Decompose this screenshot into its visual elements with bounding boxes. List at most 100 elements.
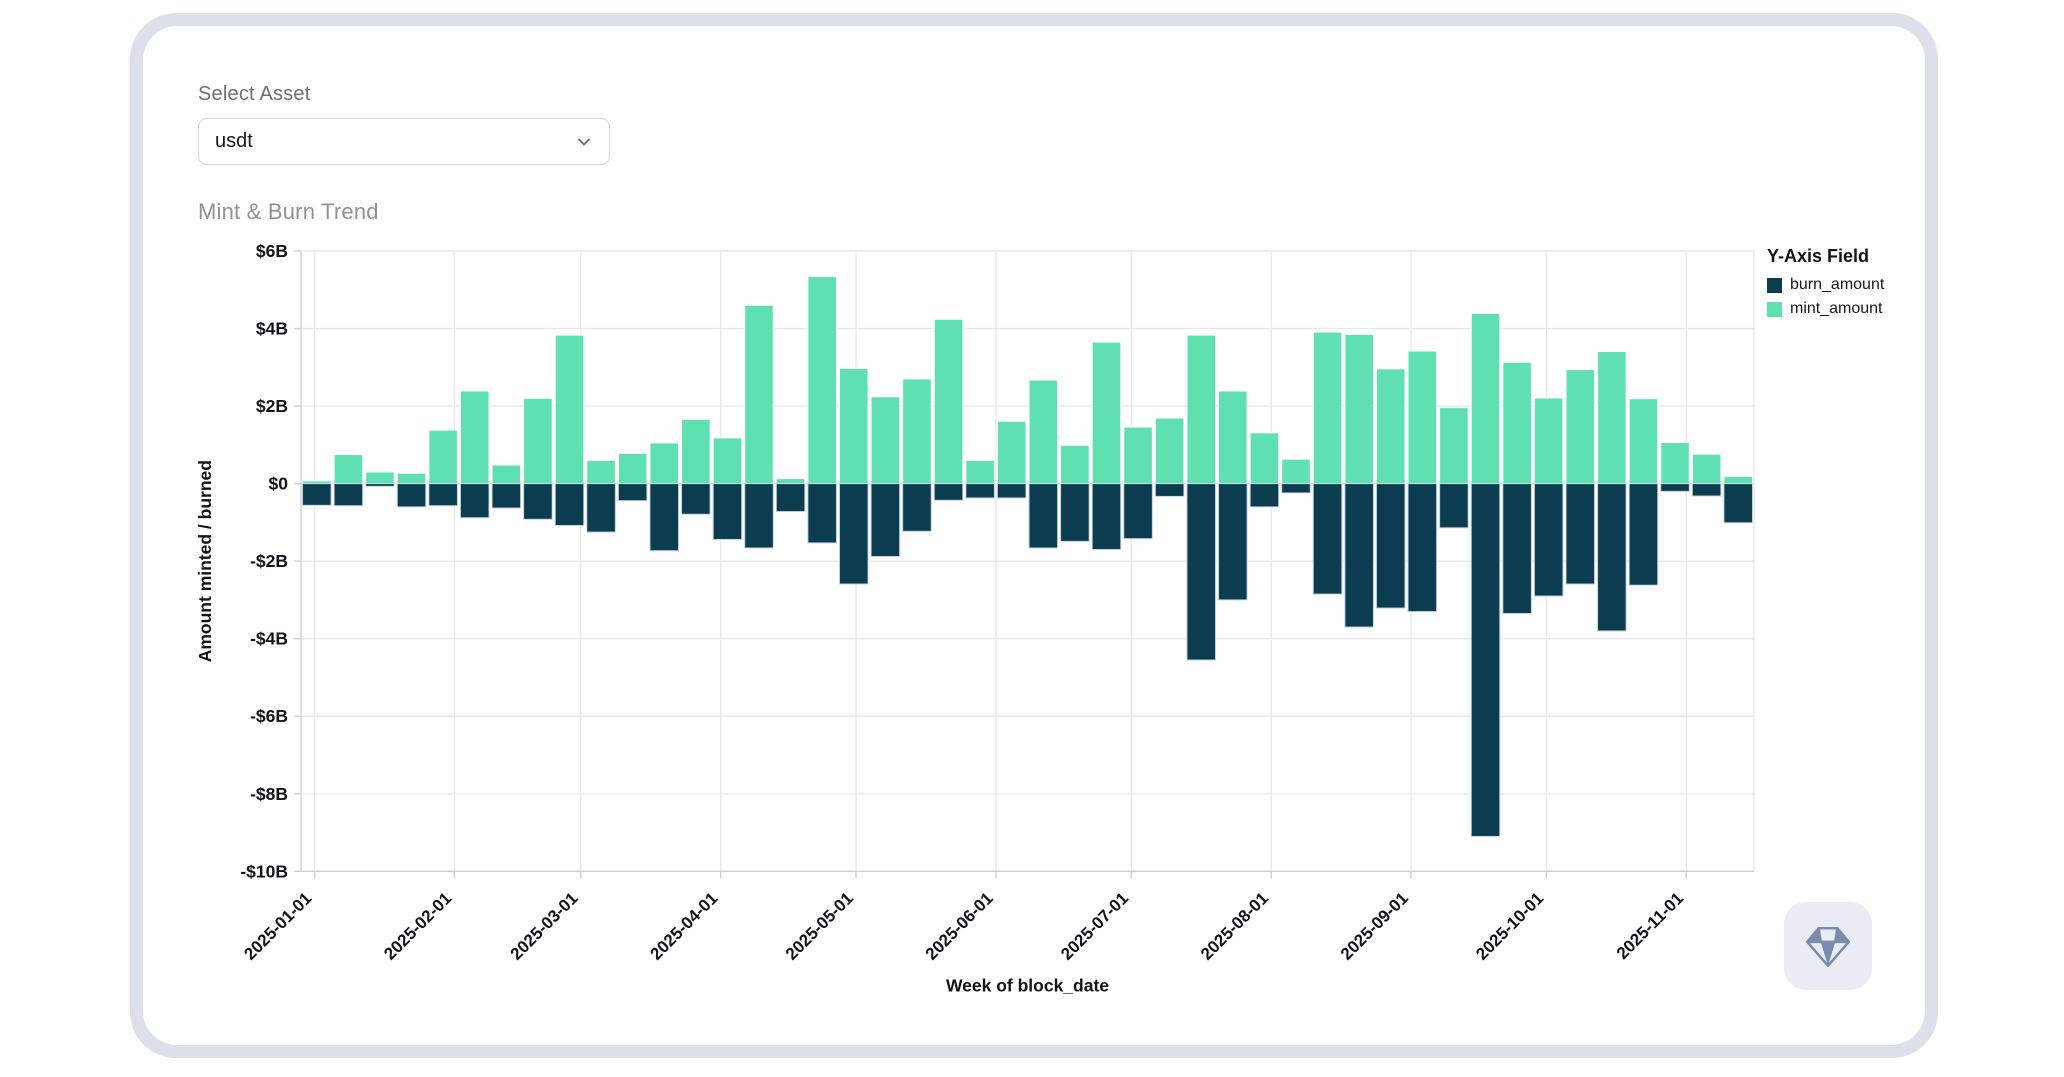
- legend-entry-burn_amount[interactable]: burn_amount: [1767, 276, 1937, 294]
- burn-bar[interactable]: [333, 483, 364, 507]
- burn-bar[interactable]: [1407, 483, 1438, 613]
- burn-bar[interactable]: [491, 483, 522, 509]
- mint-bar[interactable]: [396, 472, 427, 485]
- burn-bar[interactable]: [649, 483, 680, 552]
- mint-bar[interactable]: [965, 459, 995, 485]
- mint-bar[interactable]: [1691, 453, 1722, 485]
- burn-bar[interactable]: [523, 483, 553, 520]
- burn-bar[interactable]: [1660, 483, 1690, 492]
- mint-bar[interactable]: [1502, 361, 1532, 485]
- asset-select[interactable]: usdt: [198, 118, 610, 165]
- burn-bar[interactable]: [1502, 483, 1532, 614]
- mint-bar[interactable]: [1565, 369, 1596, 485]
- mint-bar[interactable]: [775, 478, 806, 485]
- mint-burn-chart-svg: $6B $4B $2B $0 -$2B -$4B -$6B -$8B -$10B 2025-01-…: [195, 241, 1755, 995]
- mint-bar[interactable]: [1091, 341, 1122, 485]
- mint-bar[interactable]: [1312, 331, 1343, 485]
- mint-bar[interactable]: [491, 464, 522, 485]
- burn-bar[interactable]: [1028, 483, 1059, 549]
- mint-bar[interactable]: [617, 452, 648, 485]
- dashboard-card: Select Asset usdt Mint & Burn Trend $6B $…: [130, 13, 1938, 1058]
- burn-bar[interactable]: [617, 483, 648, 502]
- x-tick-label: 2025-05-01: [782, 889, 857, 964]
- burn-bar[interactable]: [1091, 483, 1122, 551]
- mint-bar[interactable]: [1407, 350, 1438, 485]
- burn-bar[interactable]: [933, 483, 964, 501]
- mint-bar[interactable]: [586, 459, 616, 485]
- mint-bar[interactable]: [838, 367, 869, 485]
- mint-bar[interactable]: [1154, 417, 1185, 485]
- burn-bar[interactable]: [902, 483, 932, 532]
- mint-bar[interactable]: [1028, 379, 1059, 485]
- mint-bar[interactable]: [996, 420, 1027, 485]
- burn-bar[interactable]: [712, 483, 743, 540]
- mint-bar[interactable]: [333, 454, 364, 485]
- burn-bar[interactable]: [1154, 483, 1185, 497]
- mint-bar[interactable]: [1439, 407, 1469, 485]
- burn-bar[interactable]: [554, 483, 585, 526]
- burn-bar[interactable]: [1186, 483, 1217, 661]
- burn-bar[interactable]: [965, 483, 995, 499]
- burn-bar[interactable]: [1597, 483, 1627, 632]
- mint-bar[interactable]: [902, 378, 932, 485]
- mint-bar[interactable]: [554, 334, 585, 485]
- mint-bar[interactable]: [807, 276, 837, 485]
- burn-bar[interactable]: [1249, 483, 1280, 508]
- mint-bar[interactable]: [681, 418, 711, 485]
- mint-bar[interactable]: [1470, 312, 1501, 485]
- burn-bar[interactable]: [1218, 483, 1248, 601]
- mint-bar[interactable]: [870, 396, 901, 485]
- burn-bar[interactable]: [1470, 483, 1501, 837]
- gem-button[interactable]: [1784, 902, 1872, 990]
- burn-bar[interactable]: [807, 483, 837, 544]
- mint-bar[interactable]: [1723, 475, 1754, 485]
- legend-title: Y-Axis Field: [1767, 246, 1870, 266]
- y-tick-label: -$6B: [250, 706, 288, 726]
- mint-bar[interactable]: [1660, 442, 1690, 485]
- mint-bar[interactable]: [1060, 444, 1090, 485]
- burn-bar[interactable]: [1565, 483, 1596, 585]
- burn-bar[interactable]: [1123, 483, 1153, 540]
- burn-bar[interactable]: [775, 483, 806, 513]
- burn-bar[interactable]: [1439, 483, 1469, 529]
- mint-bar[interactable]: [933, 318, 964, 485]
- burn-bar[interactable]: [1344, 483, 1374, 628]
- burn-bar[interactable]: [1628, 483, 1659, 586]
- burn-bar[interactable]: [870, 483, 901, 558]
- burn-bar[interactable]: [302, 483, 332, 506]
- mint-bar[interactable]: [1597, 350, 1627, 485]
- burn-bar[interactable]: [365, 483, 395, 487]
- mint-bar[interactable]: [1533, 397, 1564, 485]
- mint-bar[interactable]: [1249, 432, 1280, 485]
- mint-bar[interactable]: [523, 397, 553, 485]
- burn-bar[interactable]: [1691, 483, 1722, 497]
- legend-entry-mint_amount[interactable]: mint_amount: [1767, 300, 1937, 318]
- burn-bar[interactable]: [1312, 483, 1343, 595]
- mint-bar[interactable]: [1375, 368, 1406, 485]
- burn-bar[interactable]: [681, 483, 711, 515]
- burn-bar[interactable]: [459, 483, 490, 519]
- burn-bar[interactable]: [1723, 483, 1754, 524]
- mint-bar[interactable]: [1281, 458, 1311, 485]
- mint-bar[interactable]: [428, 429, 458, 485]
- burn-bar[interactable]: [586, 483, 616, 533]
- mint-bar[interactable]: [365, 471, 395, 485]
- burn-bar[interactable]: [1533, 483, 1564, 597]
- burn-bar[interactable]: [838, 483, 869, 585]
- burn-bar[interactable]: [1375, 483, 1406, 609]
- burn-bar[interactable]: [996, 483, 1027, 499]
- mint-bar[interactable]: [1186, 334, 1217, 485]
- burn-bar[interactable]: [744, 483, 774, 549]
- mint-bar[interactable]: [1344, 333, 1374, 485]
- mint-bar[interactable]: [1628, 398, 1659, 485]
- mint-bar[interactable]: [1218, 390, 1248, 485]
- mint-bar[interactable]: [459, 390, 490, 485]
- burn-bar[interactable]: [1060, 483, 1090, 542]
- burn-bar[interactable]: [396, 483, 427, 508]
- burn-bar[interactable]: [428, 483, 458, 507]
- mint-bar[interactable]: [744, 304, 774, 485]
- mint-bar[interactable]: [649, 442, 680, 485]
- burn-bar[interactable]: [1281, 483, 1311, 494]
- mint-bar[interactable]: [712, 437, 743, 485]
- mint-bar[interactable]: [1123, 426, 1153, 485]
